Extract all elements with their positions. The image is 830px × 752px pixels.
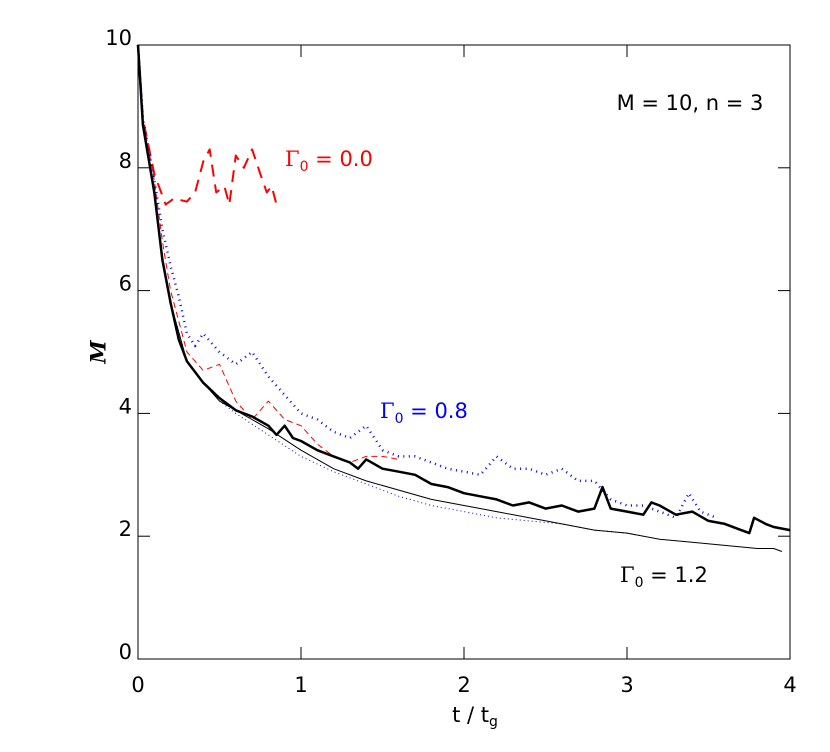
label-sub: 0 (635, 575, 644, 591)
x-tick-label: 4 (783, 673, 796, 697)
label-symbol: Γ (620, 563, 635, 587)
series-line (137, 44, 278, 206)
y-tick-label: 8 (119, 149, 132, 173)
x-tick-label: 1 (294, 673, 307, 697)
x-axis-label-text: t / t (452, 703, 489, 727)
series-label: Γ0 = 0.0 (285, 147, 373, 176)
label-symbol: Γ (285, 147, 300, 171)
label-sub: 0 (300, 159, 309, 175)
y-tick-label: 2 (119, 517, 132, 541)
series-line (136, 44, 791, 535)
label-rest: = 0.8 (404, 399, 468, 423)
series-line (137, 44, 399, 463)
label-sub: 0 (395, 411, 404, 427)
x-tick-label: 2 (457, 673, 470, 697)
y-tick-label: 4 (119, 394, 132, 418)
series-line (137, 44, 644, 537)
x-tick-label: 0 (131, 673, 144, 697)
x-axis-label-sub: g (489, 714, 498, 730)
y-tick-label: 10 (105, 26, 132, 50)
series-line (136, 44, 718, 520)
label-rest: = 0.0 (309, 147, 373, 171)
x-axis-label: t / tg (452, 703, 498, 730)
y-tick-label: 6 (119, 272, 132, 296)
y-tick-label: 0 (119, 640, 132, 664)
annotation: M = 10, n = 3 (617, 91, 764, 115)
series-label: Γ0 = 0.8 (380, 399, 468, 428)
y-axis-label: M (86, 340, 111, 365)
label-symbol: Γ (380, 399, 395, 423)
series-label: Γ0 = 1.2 (620, 563, 708, 592)
label-rest: = 1.2 (644, 563, 708, 587)
series-line (137, 44, 783, 552)
x-tick-label: 3 (620, 673, 633, 697)
